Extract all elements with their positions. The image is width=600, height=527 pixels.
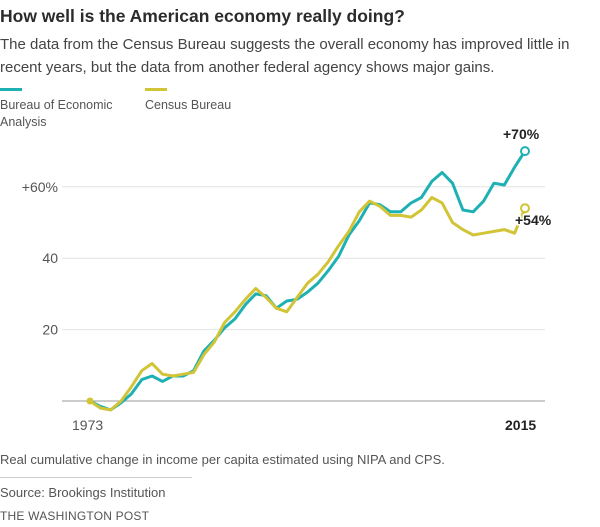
- gridlines: [62, 186, 545, 402]
- start-dot: [86, 397, 94, 405]
- chart-source: Source: Brookings Institution: [0, 485, 166, 500]
- end-marker-census: [520, 203, 530, 214]
- legend-label-census: Census Bureau: [145, 98, 232, 112]
- series-line-census: [88, 196, 527, 412]
- publisher-credit: THE WASHINGTON POST: [0, 509, 150, 523]
- end-label-census: +54%: [515, 212, 552, 228]
- legend-swatch-census: [145, 88, 167, 91]
- y-tick-label-40: 40: [42, 250, 58, 266]
- chart-title: How well is the American economy really …: [0, 6, 405, 26]
- legend-swatch-bea: [0, 88, 22, 91]
- series-line-bea: [88, 149, 527, 412]
- end-value-labels: +70% +54%: [502, 125, 554, 230]
- x-tick-label-1973: 1973: [72, 417, 103, 433]
- series-lines: [86, 146, 530, 412]
- axis-tick-labels: +60% 40 20 1973 2015: [22, 179, 537, 433]
- footer-divider: [0, 477, 192, 478]
- y-tick-label-20: 20: [42, 322, 58, 338]
- x-tick-label-2015: 2015: [505, 417, 536, 433]
- chart-subtitle: The data from the Census Bureau suggests…: [0, 36, 570, 76]
- chart-footnote: Real cumulative change in income per cap…: [0, 452, 445, 467]
- end-marker-bea: [520, 146, 530, 157]
- y-tick-label-60: +60%: [22, 179, 58, 195]
- legend-item-bea: Bureau of Economic Analysis: [0, 88, 125, 131]
- line-chart: +60% 40 20 1973 2015 +70% +54%: [22, 125, 554, 433]
- legend-item-census: Census Bureau: [145, 88, 231, 114]
- legend-label-bea: Bureau of Economic Analysis: [0, 98, 113, 129]
- end-label-bea: +70%: [503, 126, 540, 142]
